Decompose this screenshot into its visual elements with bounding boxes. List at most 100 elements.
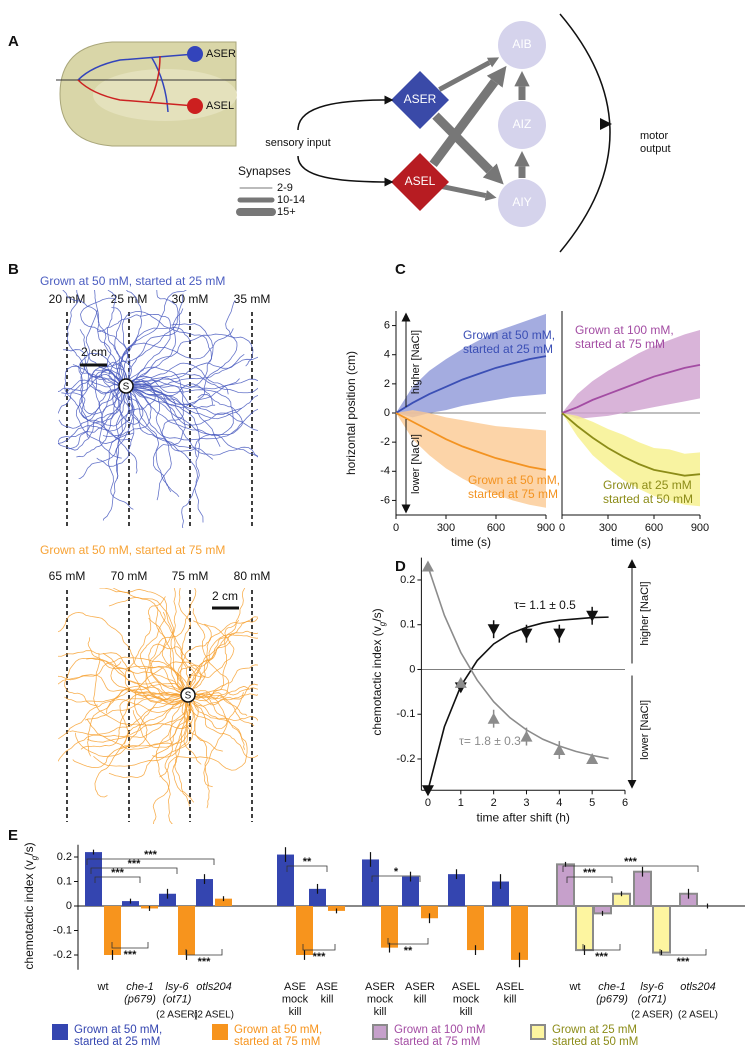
bar	[85, 852, 102, 906]
trajectory	[112, 385, 127, 480]
concentration-label: 65 mM	[49, 569, 86, 583]
concentration-label: 30 mM	[172, 292, 209, 306]
trajectory	[187, 608, 230, 700]
y-axis-label-part: chemotactic index (v	[370, 626, 384, 735]
fit-annotation: τ= 1.1 ± 0.5	[514, 598, 576, 612]
bar	[467, 906, 484, 951]
bar	[296, 906, 313, 955]
x-tick-label: 600	[645, 522, 663, 534]
trajectory	[125, 385, 258, 458]
significance-stars: **	[303, 856, 312, 868]
series-label: started at 50 mM	[603, 492, 693, 506]
interneuron	[498, 101, 546, 149]
y-axis-label-part: /s)	[370, 608, 384, 621]
data-point	[520, 628, 533, 640]
y-tick-label: 0	[66, 900, 72, 912]
node-label: ASER	[404, 92, 437, 106]
trajectory	[93, 694, 199, 767]
legend-item: Grown at 50 mM, started at 25 mM	[52, 1024, 192, 1048]
start-label: S	[123, 382, 130, 393]
trajectory	[102, 652, 189, 696]
trajectory	[91, 290, 179, 395]
trajectory	[125, 308, 184, 387]
aser-neuron	[187, 46, 203, 62]
bar	[575, 905, 594, 952]
trajectory	[97, 314, 172, 387]
significance-bracket	[659, 949, 707, 956]
legend-swatch	[52, 1024, 68, 1040]
x-tick-label: 0	[559, 522, 565, 534]
trajectory	[125, 362, 229, 395]
trajectory	[187, 633, 258, 696]
significance-stars: ***	[111, 867, 125, 879]
trajectory	[187, 694, 258, 722]
interneuron	[498, 179, 546, 227]
trajectory	[187, 692, 248, 716]
trajectory	[125, 376, 234, 458]
significance-bracket	[371, 875, 421, 882]
y-tick-label: 0.1	[57, 875, 72, 887]
trajectory	[181, 694, 210, 809]
synapse-legend-label: 10-14	[277, 194, 305, 206]
trajectory	[125, 383, 258, 431]
trajectory	[75, 375, 134, 444]
motor-arrow	[600, 118, 612, 130]
trajectory	[152, 694, 192, 758]
trajectory	[125, 378, 258, 408]
category-label: kill	[504, 993, 517, 1005]
category-label: (ot71)	[163, 993, 192, 1005]
trajectory	[187, 630, 258, 696]
y-tick-label: 6	[384, 319, 390, 331]
start-point	[118, 378, 134, 394]
trajectory	[108, 290, 143, 387]
trajectory	[86, 657, 189, 696]
category-label: ASER	[365, 981, 395, 993]
trajectory	[58, 385, 127, 444]
significance-stars: ***	[595, 951, 609, 963]
concentration-label: 35 mM	[234, 292, 271, 306]
x-tick-label: 300	[437, 522, 455, 534]
trajectory	[78, 385, 127, 479]
synapse-arrow	[429, 65, 507, 168]
data-point	[487, 712, 500, 724]
y-tick-label: -6	[380, 494, 390, 506]
trajectory	[64, 686, 189, 703]
input-arrow	[297, 155, 394, 187]
data-point	[454, 676, 467, 688]
trajectory	[58, 385, 133, 444]
direction-label: lower [NaCl]	[410, 434, 422, 494]
trajectory	[125, 385, 221, 447]
confidence-band	[396, 410, 546, 508]
output-label: motor	[640, 130, 668, 142]
data-point	[586, 610, 599, 622]
y-axis-label-part: g	[30, 855, 39, 860]
category-note: (2 ASER)	[631, 1010, 673, 1021]
x-tick-label: 5	[589, 797, 595, 809]
bar	[178, 906, 195, 955]
x-axis-label: time after shift (h)	[477, 810, 570, 824]
trajectory	[139, 611, 189, 703]
trajectory	[125, 323, 214, 388]
trajectory	[112, 588, 197, 696]
trajectory	[132, 694, 191, 749]
legend-item: Grown at 50 mM, started at 75 mM	[212, 1024, 352, 1048]
significance-bracket	[286, 865, 328, 872]
trajectory	[120, 661, 202, 750]
category-label: kill	[374, 1006, 387, 1018]
trajectory	[124, 596, 189, 703]
synapse-legend-label: 2-9	[277, 182, 293, 194]
panel-label: D	[395, 558, 406, 575]
x-tick-label: 900	[537, 522, 555, 534]
bar	[556, 863, 575, 907]
start-point	[180, 687, 196, 703]
x-tick-label: 0	[425, 797, 431, 809]
series-label: Grown at 100 mM,	[575, 323, 674, 337]
trajectory	[64, 365, 132, 441]
category-label: wt	[97, 981, 109, 993]
trajectory	[93, 653, 189, 726]
sensory-neuron	[391, 71, 449, 129]
trajectory	[124, 694, 189, 745]
trajectory	[187, 687, 258, 700]
trajectory	[94, 290, 127, 387]
synapse-arrow	[432, 112, 504, 185]
